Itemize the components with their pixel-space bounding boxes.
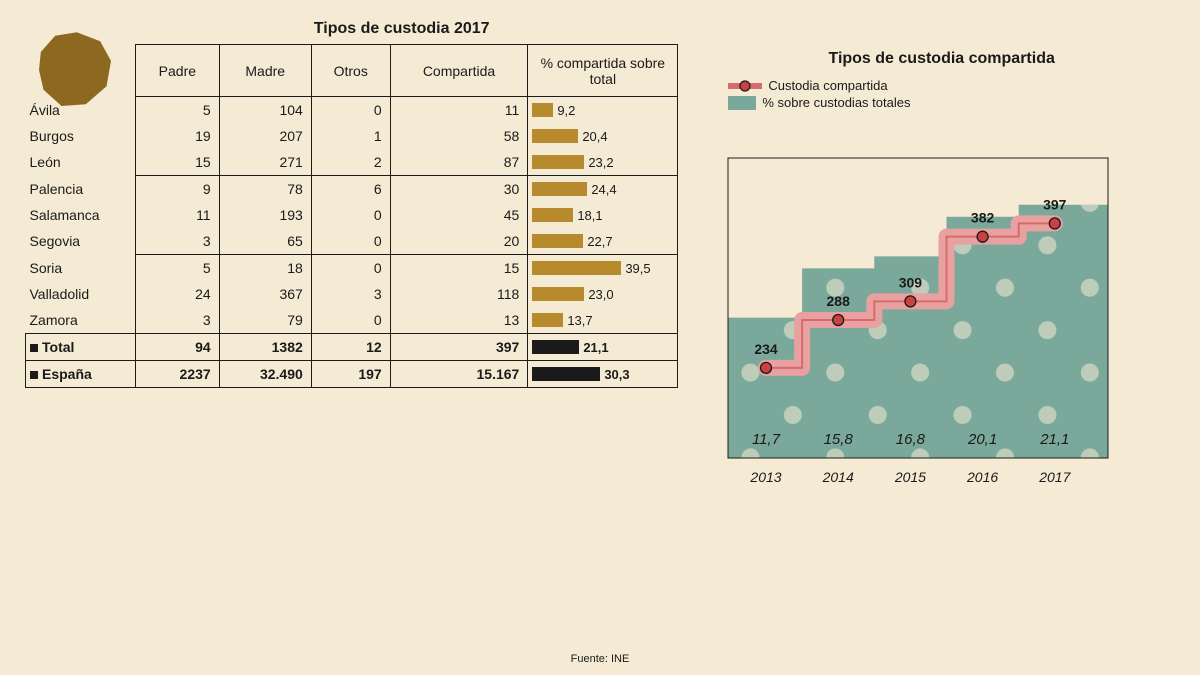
table-row: Valladolid24367311823,0 (26, 281, 678, 307)
svg-text:2013: 2013 (750, 469, 782, 485)
table-row: Ávila51040119,2 (26, 97, 678, 124)
table-title: Tipos de custodia 2017 (125, 20, 678, 38)
svg-text:2017: 2017 (1039, 469, 1072, 485)
table-row: Soria51801539,5 (26, 255, 678, 282)
svg-text:15,8: 15,8 (824, 431, 854, 448)
evolution-chart: 234 288 309 382 397 11,7 15,8 16,8 20,1 21,1 2013 2… (708, 118, 1128, 498)
svg-text:382: 382 (971, 210, 995, 226)
footer-source: Fuente: INE (0, 653, 1200, 665)
table-row: Segovia36502022,7 (26, 228, 678, 255)
svg-text:21,1: 21,1 (1040, 431, 1070, 448)
legend-area-swatch (728, 96, 756, 110)
col-header: Compartida (390, 45, 528, 97)
region-map-icon (30, 25, 120, 115)
chart-title: Tipos de custodia compartida (708, 50, 1175, 68)
legend-line-label: Custodia compartida (768, 78, 887, 93)
legend-area-label: % sobre custodias totales (762, 95, 910, 110)
svg-text:234: 234 (755, 341, 779, 357)
svg-text:16,8: 16,8 (896, 431, 926, 448)
col-header: Padre (136, 45, 220, 97)
svg-text:2016: 2016 (966, 469, 998, 485)
table-row: Salamanca1119304518,1 (26, 202, 678, 228)
col-header: Otros (311, 45, 390, 97)
table-row: León1527128723,2 (26, 149, 678, 176)
table-row: Palencia97863024,4 (26, 176, 678, 203)
spain-row: España223732.49019715.16730,3 (26, 361, 678, 388)
svg-text:11,7: 11,7 (752, 431, 781, 448)
svg-text:309: 309 (899, 274, 923, 290)
svg-text:2015: 2015 (894, 469, 926, 485)
total-row: Total9413821239721,1 (26, 334, 678, 361)
table-row: Zamora37901313,7 (26, 307, 678, 334)
col-header: % compartida sobre total (528, 45, 678, 97)
legend-line-marker (728, 79, 762, 93)
svg-text:288: 288 (827, 293, 851, 309)
col-header: Madre (219, 45, 311, 97)
svg-text:397: 397 (1043, 196, 1067, 212)
custody-table: PadreMadreOtrosCompartida% compartida so… (25, 44, 678, 388)
chart-legend: Custodia compartida % sobre custodias to… (728, 78, 1175, 110)
table-row: Burgos1920715820,4 (26, 123, 678, 149)
svg-text:2014: 2014 (822, 469, 854, 485)
svg-text:20,1: 20,1 (967, 431, 997, 448)
